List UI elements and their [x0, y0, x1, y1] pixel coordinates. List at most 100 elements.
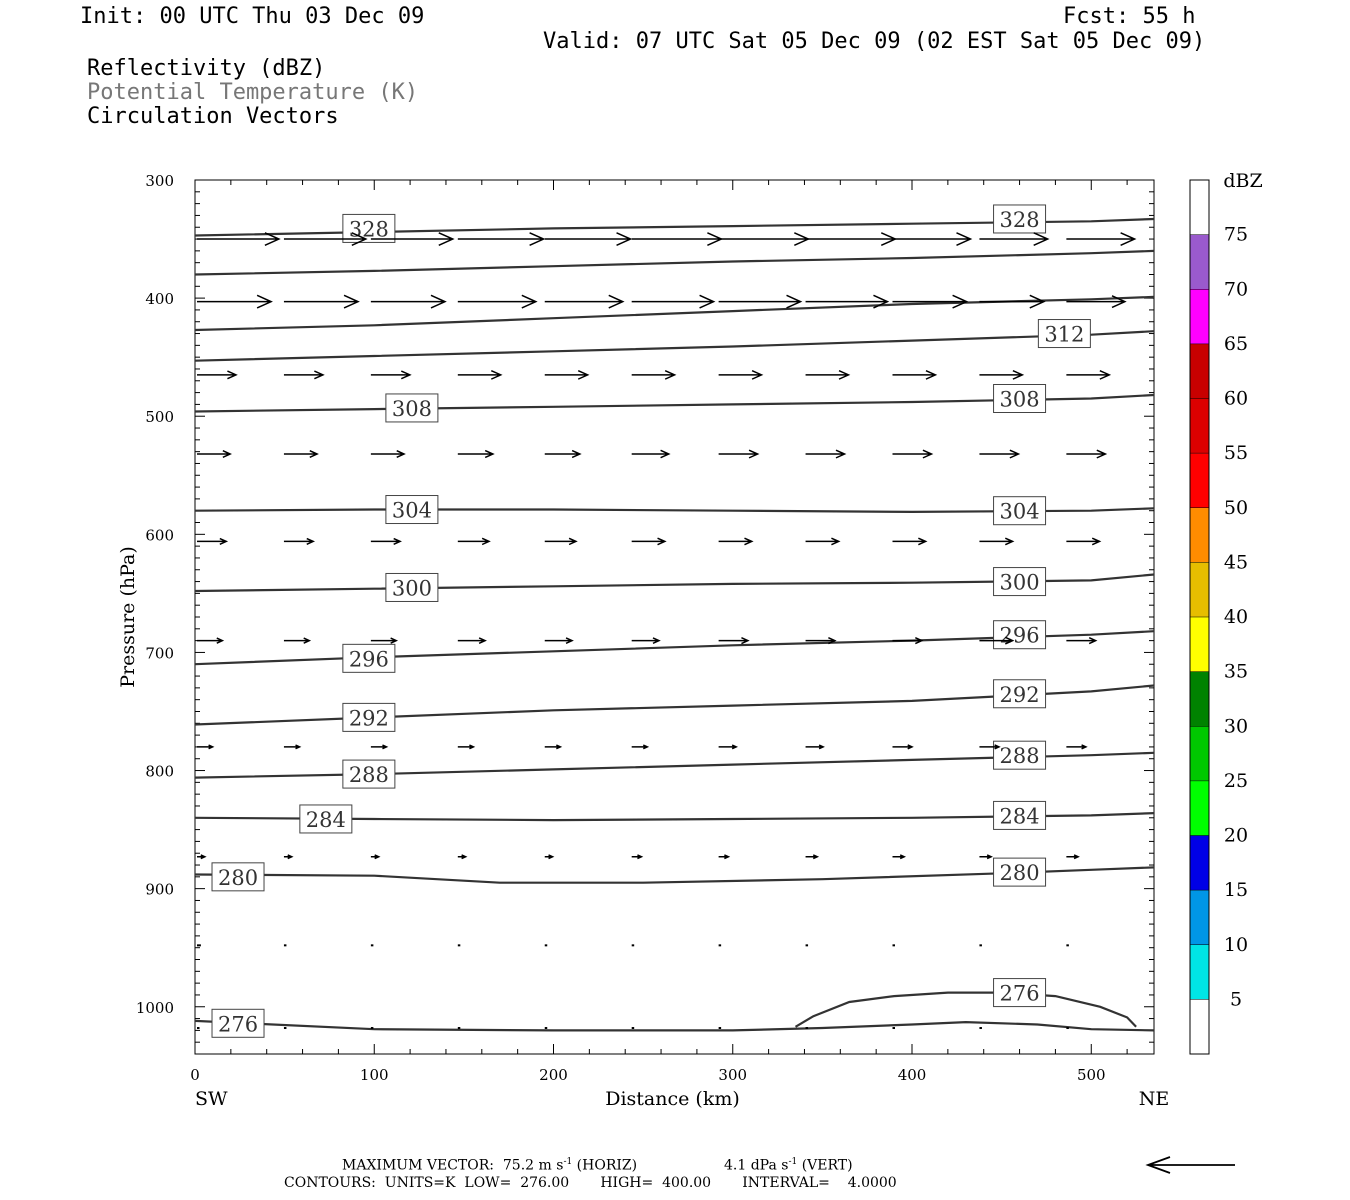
colorbar-label: 40	[1224, 606, 1248, 628]
horiz-tag: (HORIZ)	[576, 1157, 638, 1174]
circulation-vector	[892, 449, 934, 459]
circulation-vector	[718, 744, 739, 750]
circulation-vector	[631, 637, 661, 645]
colorbar-label: 30	[1224, 715, 1248, 737]
circulation-vector	[805, 232, 898, 247]
contour-label-box	[993, 204, 1047, 234]
colorbar-segment	[1190, 507, 1209, 563]
y-tick-label: 700	[145, 644, 174, 662]
circulation-vector	[197, 450, 232, 458]
circulation-vector	[631, 449, 671, 459]
colorbar-label: 75	[1224, 224, 1248, 246]
colorbar-segment	[1190, 617, 1209, 672]
circulation-vector	[979, 369, 1025, 380]
y-tick-label: 800	[145, 763, 174, 781]
circulation-vector	[1066, 537, 1102, 546]
circulation-vector	[197, 294, 273, 309]
isentrope-304	[194, 507, 1155, 514]
contour-label: 292	[349, 706, 389, 730]
contour-label: 300	[1000, 571, 1040, 595]
colorbar-segment	[1190, 999, 1209, 1054]
circulation-vector	[283, 854, 294, 860]
contour-label: 280	[218, 866, 258, 890]
circulation-vector	[979, 294, 1046, 309]
vert-tag: (VERT)	[801, 1157, 853, 1174]
x-end-label-left: SW	[195, 1088, 228, 1110]
circulation-vector	[457, 449, 495, 459]
circulation-vector	[1066, 369, 1112, 380]
circulation-vector	[718, 854, 731, 860]
colorbar-unit: dBZ	[1223, 170, 1262, 192]
circulation-vector	[544, 854, 555, 860]
circulation-vector	[370, 537, 402, 545]
contour-label-box	[385, 495, 439, 525]
contour-label: 312	[1044, 323, 1084, 347]
isentrope-300	[194, 573, 1155, 593]
contour-label: 308	[392, 397, 432, 421]
circulation-vector	[197, 854, 207, 860]
contour-label: 300	[392, 576, 432, 600]
circulation-vector	[1066, 295, 1127, 309]
colorbar-segment	[1190, 562, 1209, 617]
isentrope-320	[194, 249, 1155, 276]
contour-label: 276	[1000, 982, 1040, 1006]
x-tick-label: 300	[718, 1066, 747, 1084]
circulation-vector	[718, 637, 750, 645]
circulation-vector	[457, 537, 491, 546]
colorbar-label: 45	[1224, 551, 1248, 573]
circulation-vector	[979, 744, 1001, 750]
field-potential-temperature: Potential Temperature (K)	[87, 80, 419, 105]
circulation-vector	[283, 370, 325, 380]
colorbar-segment	[1190, 289, 1209, 344]
colorbar-segment	[1190, 835, 1209, 891]
circulation-vector	[631, 369, 677, 380]
circulation-vector	[805, 637, 837, 645]
circulation-vector	[892, 232, 973, 247]
circulation-vector	[370, 744, 389, 750]
reference-vector-arrow	[1145, 1156, 1235, 1174]
circulation-vector	[892, 294, 969, 309]
x-tick-label: 0	[190, 1066, 200, 1084]
contour-label-box	[342, 213, 396, 243]
circulation-vector	[631, 854, 644, 860]
circulation-vector	[457, 744, 476, 750]
contour-label: 328	[1000, 208, 1040, 232]
y-axis-label: Pressure (hPa)	[117, 546, 139, 688]
plot-frame	[194, 179, 1155, 1055]
circulation-vector	[979, 232, 1050, 247]
circulation-vector	[979, 449, 1021, 459]
field-circulation-vectors: Circulation Vectors	[87, 104, 339, 129]
circulation-vector	[805, 369, 851, 380]
circulation-vector	[892, 537, 928, 546]
contour-label-box	[993, 567, 1047, 597]
contour-label-box	[993, 857, 1047, 887]
circulation-vector	[1066, 637, 1098, 645]
isentrope-280	[194, 866, 1155, 884]
contour-label-box	[993, 679, 1047, 709]
contour-label: 296	[349, 647, 389, 671]
max-vector-info: MAXIMUM VECTOR: 75.2 m s-1 (HORIZ) 4.1 d…	[342, 1157, 853, 1174]
colorbar-label: 5	[1230, 988, 1242, 1010]
contour-label-box	[342, 643, 396, 673]
circulation-vector	[718, 294, 803, 309]
contour-label: 288	[1000, 744, 1040, 768]
contour-label-box	[385, 393, 439, 423]
contour-label-box	[211, 862, 265, 892]
circulation-vector	[544, 744, 563, 750]
circulation-vector	[892, 369, 938, 380]
max-vector-vert: 4.1 dPa s	[724, 1157, 789, 1174]
contour-label-box	[1037, 319, 1091, 349]
contour-label: 328	[349, 217, 389, 241]
circulation-vector	[457, 232, 546, 247]
circulation-vector	[892, 744, 914, 750]
circulation-vector	[718, 369, 764, 380]
colorbar-segment	[1190, 398, 1209, 454]
y-tick-label: 600	[145, 526, 174, 544]
forecast-hour: Fcst: 55 h	[1063, 4, 1196, 29]
x-tick-label: 500	[1077, 1066, 1106, 1084]
circulation-vector	[805, 744, 825, 750]
contour-label-box	[993, 978, 1047, 1008]
max-vector-horiz: 75.2 m s	[502, 1157, 564, 1174]
contour-label: 308	[1000, 388, 1040, 412]
contour-label: 304	[1000, 500, 1040, 524]
